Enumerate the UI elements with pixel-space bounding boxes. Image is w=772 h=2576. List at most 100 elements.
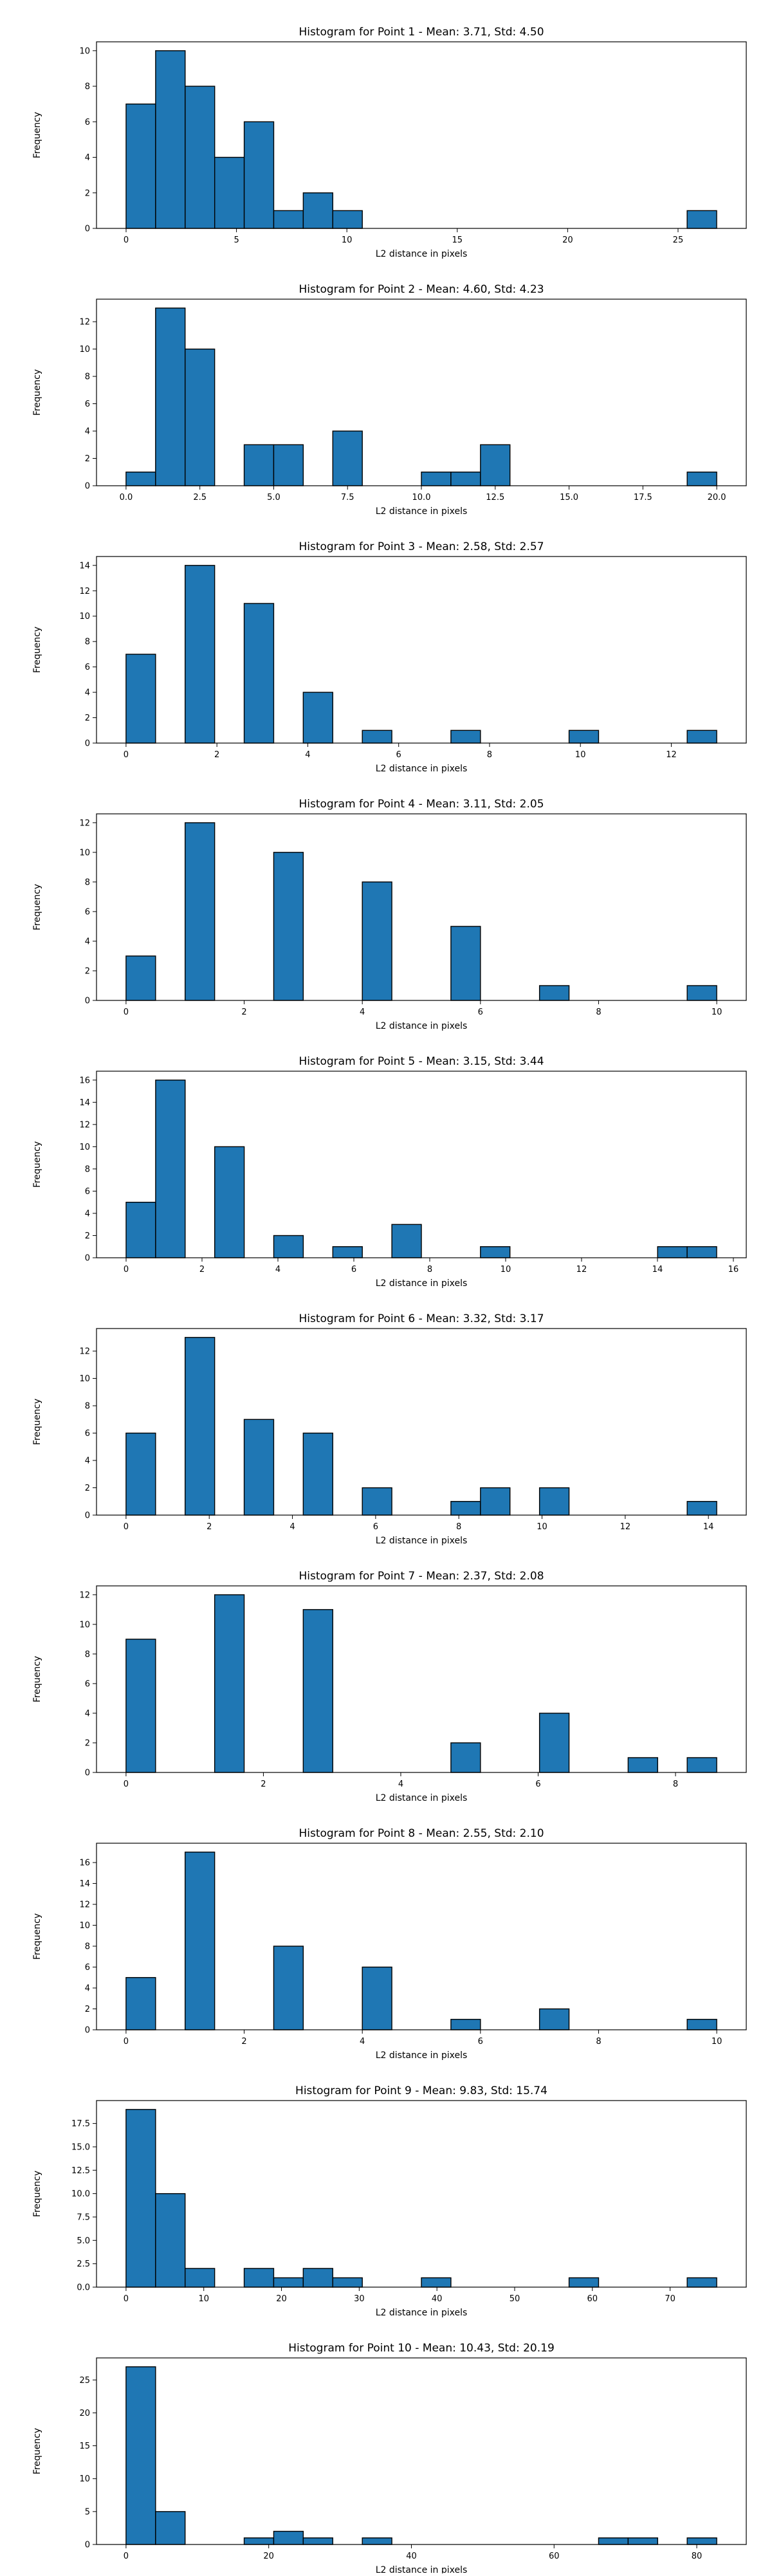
x-tick-label: 6: [478, 1007, 483, 1017]
histogram-bar: [214, 1594, 245, 1773]
y-axis-label: Frequency: [32, 884, 42, 930]
histogram-bar: [273, 210, 304, 229]
x-tick-label: 20: [276, 2294, 287, 2304]
histogram-bar: [125, 1201, 156, 1258]
histogram-bar: [421, 2277, 452, 2288]
x-tick-label: 7.5: [341, 493, 354, 502]
histogram-bar: [332, 430, 363, 486]
histogram-bar: [185, 822, 216, 1001]
y-tick-label: 12: [79, 1347, 90, 1357]
histogram-panel-3: Histogram for Point 3 - Mean: 2.58, Std:…: [32, 540, 747, 774]
x-tick-label: 40: [432, 2294, 443, 2304]
histogram-panel-4: Histogram for Point 4 - Mean: 3.11, Std:…: [32, 798, 747, 1031]
histogram-bar: [125, 2366, 156, 2545]
x-tick-label: 12.5: [486, 493, 504, 502]
y-tick-label: 2: [85, 2005, 90, 2014]
histogram-bar: [125, 955, 156, 1001]
x-tick-label: 6: [396, 750, 401, 760]
x-axis-label: L2 distance in pixels: [376, 249, 468, 259]
y-tick-label: 10: [79, 1143, 90, 1152]
y-tick-label: 4: [85, 688, 90, 698]
chart-title: Histogram for Point 5 - Mean: 3.15, Std:…: [299, 1055, 544, 1068]
x-tick-label: 0: [124, 1522, 129, 1532]
histogram-panel-1: Histogram for Point 1 - Mean: 3.71, Std:…: [32, 26, 747, 259]
y-tick-label: 8: [85, 1164, 90, 1174]
histogram-bar: [627, 2537, 658, 2545]
y-tick-label: 0: [85, 225, 90, 234]
histogram-bar: [686, 2019, 717, 2030]
histogram-bar: [155, 1080, 186, 1258]
x-axis-label: L2 distance in pixels: [376, 1793, 468, 1803]
histogram-bar: [155, 2511, 186, 2545]
y-axis-label: Frequency: [32, 1656, 42, 1702]
histogram-bar: [480, 1246, 511, 1258]
x-tick-label: 0: [124, 235, 129, 245]
y-tick-label: 10: [79, 848, 90, 858]
x-tick-label: 10: [712, 1007, 722, 1017]
y-tick-label: 8: [85, 1650, 90, 1659]
histogram-bar: [686, 472, 717, 486]
histogram-bar: [538, 2008, 570, 2030]
y-tick-label: 2.5: [77, 2259, 90, 2269]
x-tick-label: 0: [124, 2552, 129, 2561]
chart-title: Histogram for Point 2 - Mean: 4.60, Std:…: [299, 283, 544, 296]
chart-title: Histogram for Point 8 - Mean: 2.55, Std:…: [299, 1827, 544, 1840]
y-tick-label: 25: [79, 2376, 90, 2386]
y-tick-label: 4: [85, 1457, 90, 1466]
plot-frame: [96, 2100, 747, 2288]
x-tick-label: 14: [703, 1522, 714, 1532]
x-tick-label: 8: [456, 1522, 461, 1532]
histogram-bar: [450, 1501, 481, 1516]
y-tick-label: 4: [85, 1709, 90, 1718]
x-tick-label: 20.0: [708, 493, 726, 502]
histogram-bar: [598, 2537, 629, 2545]
x-axis-label: L2 distance in pixels: [376, 2565, 468, 2573]
x-tick-label: 5: [234, 235, 239, 245]
histogram-bar: [125, 2109, 156, 2288]
histogram-bar: [125, 1639, 156, 1773]
x-tick-label: 0: [124, 750, 129, 760]
plot-frame: [96, 813, 747, 1001]
y-axis-label: Frequency: [32, 1399, 42, 1445]
y-tick-label: 6: [85, 400, 90, 409]
x-tick-label: 6: [373, 1522, 378, 1532]
histogram-bar: [214, 1146, 245, 1258]
x-tick-label: 4: [275, 1265, 280, 1274]
y-tick-label: 0: [85, 2026, 90, 2036]
x-tick-label: 6: [478, 2037, 483, 2047]
chart-title: Histogram for Point 10 - Mean: 10.43, St…: [288, 2342, 555, 2355]
histogram-bar: [214, 156, 245, 229]
y-tick-label: 2: [85, 1484, 90, 1493]
y-tick-label: 8: [85, 1942, 90, 1952]
y-tick-label: 8: [85, 638, 90, 647]
y-tick-label: 6: [85, 1679, 90, 1689]
y-tick-label: 14: [79, 561, 90, 571]
y-tick-label: 2: [85, 713, 90, 723]
y-tick-label: 8: [85, 373, 90, 382]
histogram-bar: [273, 852, 304, 1001]
y-tick-label: 16: [79, 1076, 90, 1085]
x-tick-label: 6: [535, 1780, 540, 1789]
x-tick-label: 10: [537, 1522, 547, 1532]
histogram-bar: [273, 2277, 304, 2288]
y-tick-label: 16: [79, 1859, 90, 1868]
histogram-bar: [362, 1966, 392, 2030]
histogram-bar: [125, 472, 156, 486]
histogram-bar: [686, 1757, 717, 1773]
y-tick-label: 4: [85, 1984, 90, 1994]
x-tick-label: 4: [360, 1007, 365, 1017]
histogram-bar: [273, 444, 304, 486]
histogram-panel-6: Histogram for Point 6 - Mean: 3.32, Std:…: [32, 1312, 747, 1546]
y-axis-label: Frequency: [32, 2171, 42, 2217]
histogram-bar: [538, 1487, 570, 1516]
plot-frame: [96, 1843, 747, 2030]
y-tick-label: 14: [79, 1098, 90, 1108]
chart-title: Histogram for Point 3 - Mean: 2.58, Std:…: [299, 540, 544, 553]
histogram-bar: [686, 2277, 717, 2288]
histogram-bar: [332, 2277, 363, 2288]
y-tick-label: 5: [85, 2507, 90, 2517]
x-axis-label: L2 distance in pixels: [376, 764, 468, 774]
histogram-bar: [243, 2537, 275, 2545]
y-tick-label: 0: [85, 997, 90, 1006]
x-tick-label: 2.5: [193, 493, 207, 502]
